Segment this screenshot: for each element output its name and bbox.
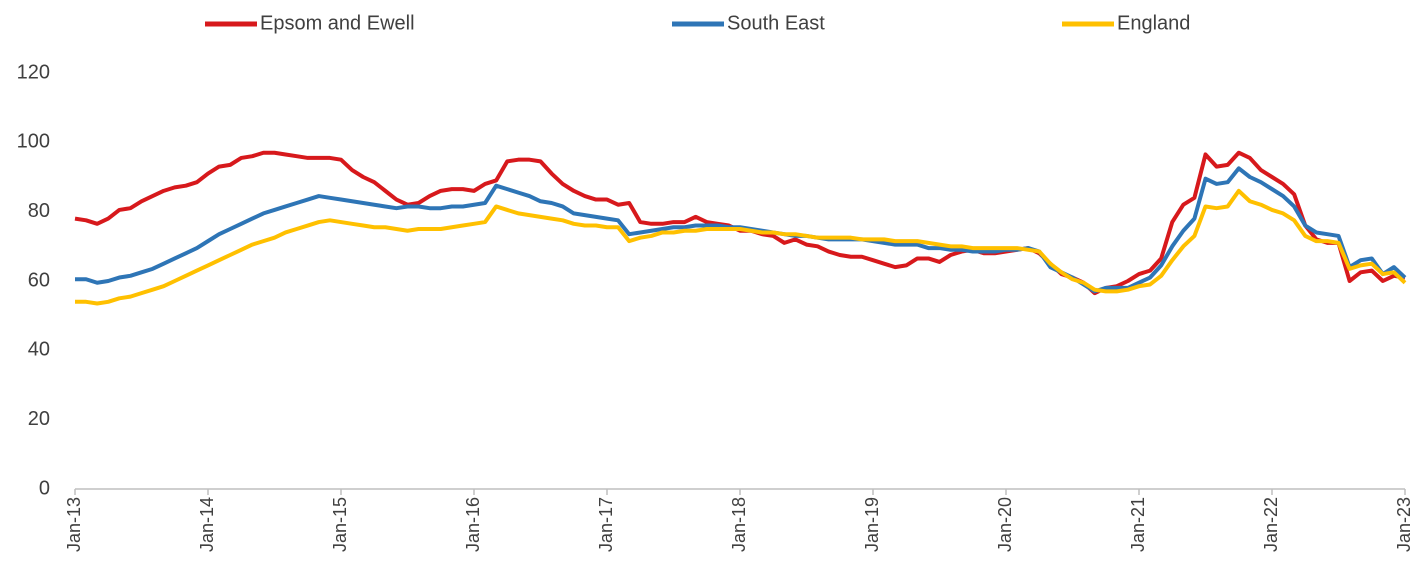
series-line (75, 188, 1407, 306)
x-tick-label: Jan-14 (197, 497, 217, 552)
x-tick-label: Jan-19 (862, 497, 882, 552)
series-line (74, 150, 1406, 296)
y-tick-label: 120 (17, 61, 50, 83)
x-tick-label: Jan-16 (463, 497, 483, 552)
y-tick-label: 80 (28, 200, 50, 222)
x-tick-label: Jan-17 (596, 497, 616, 552)
x-tick-label: Jan-18 (729, 497, 749, 552)
y-tick-label: 40 (28, 339, 50, 361)
x-tick-label: Jan-13 (64, 497, 84, 552)
x-tick-label: Jan-20 (995, 497, 1015, 552)
legend-label: Epsom and Ewell (260, 12, 415, 34)
x-tick-label: Jan-15 (330, 497, 350, 552)
y-tick-label: 60 (28, 269, 50, 291)
x-tick-label: Jan-23 (1394, 497, 1414, 552)
y-tick-label: 0 (39, 477, 50, 499)
x-tick-label: Jan-21 (1128, 497, 1148, 552)
y-tick-label: 100 (17, 131, 50, 153)
legend-label: England (1117, 12, 1190, 34)
y-tick-label: 20 (28, 408, 50, 430)
x-tick-label: Jan-22 (1261, 497, 1281, 552)
legend-label: South East (727, 12, 825, 34)
